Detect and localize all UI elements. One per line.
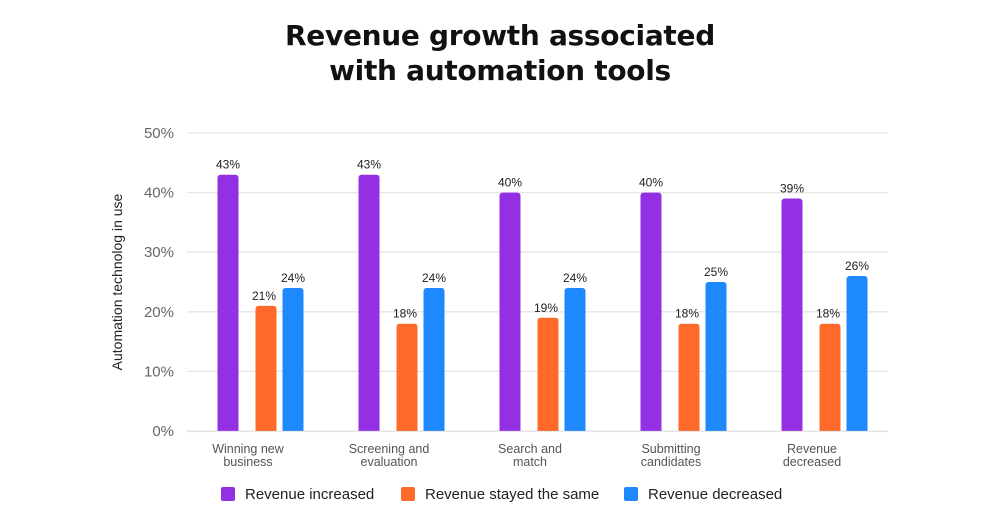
data-label: 43% <box>216 158 240 172</box>
bar <box>640 192 662 434</box>
data-label: 25% <box>704 265 728 279</box>
y-axis-ticks: 0% 10% 20% 30% 40% 50% <box>144 125 174 440</box>
category-label: Winning new <box>212 442 285 456</box>
y-tick-label: 40% <box>144 185 174 202</box>
bar <box>255 305 277 434</box>
category-label: Submitting <box>641 442 700 456</box>
y-tick-label: 0% <box>152 423 174 440</box>
data-label: 43% <box>357 158 381 172</box>
baseline-mask <box>187 432 888 437</box>
y-tick-label: 20% <box>144 304 174 321</box>
data-label: 40% <box>639 176 663 190</box>
bar <box>396 323 418 434</box>
bar <box>537 317 559 434</box>
bar <box>282 287 304 434</box>
bar <box>499 192 521 434</box>
legend-label: Revenue increased <box>245 486 374 503</box>
data-label: 39% <box>780 182 804 196</box>
chart-title-line-2: with automation tools <box>329 54 671 87</box>
legend-item: Revenue decreased <box>624 486 782 503</box>
category-label: Revenue <box>787 442 837 456</box>
category-label: decreased <box>783 455 841 469</box>
chart-title-line-1: Revenue growth associated <box>285 19 715 52</box>
legend: Revenue increased Revenue stayed the same… <box>221 486 782 503</box>
bar <box>678 323 700 434</box>
data-label: 18% <box>816 307 840 321</box>
bar <box>819 323 841 434</box>
bar <box>781 198 803 434</box>
bar <box>705 282 727 434</box>
legend-swatch <box>624 487 638 501</box>
data-label: 24% <box>281 271 305 285</box>
data-label: 26% <box>845 259 869 273</box>
data-label: 18% <box>393 307 417 321</box>
legend-label: Revenue stayed the same <box>425 486 599 503</box>
legend-swatch <box>401 487 415 501</box>
category-label: evaluation <box>361 455 418 469</box>
data-label: 24% <box>422 271 446 285</box>
bar <box>217 174 239 434</box>
data-label: 40% <box>498 176 522 190</box>
data-labels: 43% 21% 24% 43% 18% 24% 40% 19% 24% 40% 18% 25% 39% 1… <box>216 158 869 321</box>
y-tick-label: 30% <box>144 244 174 261</box>
category-label: Screening and <box>349 442 430 456</box>
data-label: 19% <box>534 301 558 315</box>
y-axis-label: Automation technolog in use <box>109 193 125 370</box>
y-tick-label: 50% <box>144 125 174 142</box>
category-label: business <box>223 455 272 469</box>
bars <box>187 174 888 437</box>
legend-item: Revenue increased <box>221 486 374 503</box>
legend-swatch <box>221 487 235 501</box>
category-label: match <box>513 455 547 469</box>
bar <box>358 174 380 434</box>
bar <box>564 287 586 434</box>
data-label: 24% <box>563 271 587 285</box>
category-label: Search and <box>498 442 562 456</box>
legend-label: Revenue decreased <box>648 486 782 503</box>
data-label: 18% <box>675 307 699 321</box>
category-label: candidates <box>641 455 701 469</box>
chart-title: Revenue growth associated with automatio… <box>0 18 1000 88</box>
bar <box>846 276 868 434</box>
y-tick-label: 10% <box>144 363 174 380</box>
data-label: 21% <box>252 289 276 303</box>
bar <box>423 287 445 434</box>
legend-item: Revenue stayed the same <box>401 486 599 503</box>
